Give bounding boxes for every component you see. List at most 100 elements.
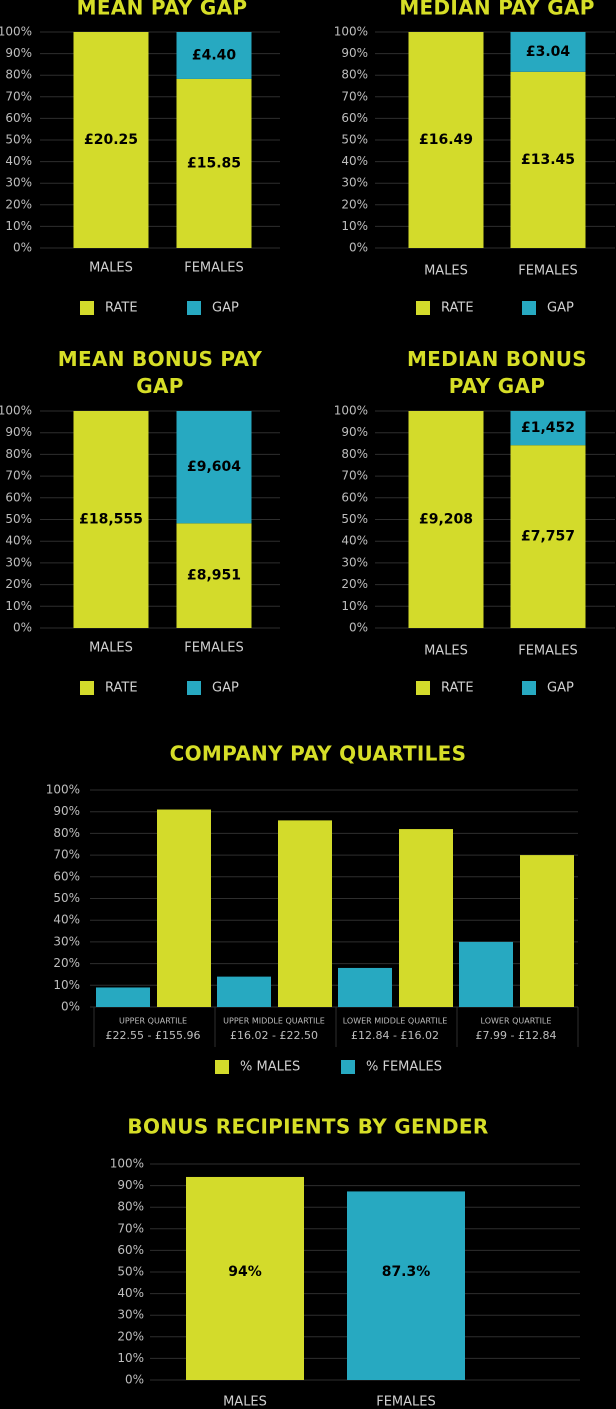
- x-tick-label: UPPER MIDDLE QUARTILE: [223, 1017, 325, 1026]
- bar-segment: [510, 32, 586, 72]
- y-tick-label: 80%: [5, 447, 32, 461]
- bar-segment: [408, 32, 484, 248]
- y-tick-label: 80%: [341, 68, 368, 82]
- y-tick-label: 90%: [341, 46, 368, 60]
- x-tick-label: FEMALES: [376, 1395, 436, 1409]
- y-tick-label: 80%: [5, 68, 32, 82]
- y-tick-label: 90%: [117, 1178, 144, 1192]
- y-tick-label: 30%: [117, 1308, 144, 1322]
- y-tick-label: 40%: [341, 534, 368, 548]
- legend-swatch: [215, 1060, 229, 1074]
- chart-title: MEAN PAY GAP: [76, 0, 248, 20]
- y-tick-label: 10%: [341, 599, 368, 613]
- legend-swatch: [80, 301, 94, 315]
- y-tick-label: 20%: [117, 1329, 144, 1343]
- legend-swatch: [187, 301, 201, 315]
- y-tick-label: 0%: [61, 1000, 80, 1014]
- legend-swatch: [522, 681, 536, 695]
- y-tick-label: 50%: [5, 512, 32, 526]
- y-tick-label: 40%: [5, 534, 32, 548]
- x-tick-label: MALES: [89, 641, 133, 656]
- bar-segment: [73, 411, 149, 628]
- bar: [347, 1191, 465, 1380]
- bar-segment: [176, 411, 252, 524]
- value-label: £20.25: [84, 132, 138, 148]
- y-tick-label: 50%: [53, 891, 80, 905]
- chart-title: COMPANY PAY QUARTILES: [169, 741, 467, 766]
- y-tick-label: 50%: [341, 512, 368, 526]
- y-tick-label: 10%: [53, 978, 80, 992]
- value-label: £16.49: [419, 132, 473, 148]
- legend-label: GAP: [547, 301, 574, 316]
- y-tick-label: 70%: [53, 848, 80, 862]
- y-tick-label: 30%: [341, 555, 368, 569]
- legend-swatch: [187, 681, 201, 695]
- legend-label: GAP: [212, 301, 239, 316]
- y-tick-label: 90%: [5, 425, 32, 439]
- y-tick-label: 40%: [341, 154, 368, 168]
- x-tick-label: FEMALES: [518, 264, 578, 279]
- bar-segment: [510, 445, 586, 628]
- value-label: £9,604: [187, 459, 241, 475]
- bar: [278, 820, 332, 1007]
- legend-swatch: [341, 1060, 355, 1074]
- y-tick-label: 90%: [341, 425, 368, 439]
- y-tick-label: 30%: [341, 176, 368, 190]
- y-tick-label: 20%: [53, 956, 80, 970]
- bar: [520, 855, 574, 1007]
- x-tick-sublabel: £12.84 - £16.02: [351, 1029, 439, 1042]
- y-tick-label: 100%: [110, 1157, 144, 1171]
- value-label: £9,208: [419, 512, 473, 528]
- x-tick-label: MALES: [424, 264, 468, 279]
- x-tick-label: MALES: [424, 644, 468, 659]
- y-tick-label: 100%: [46, 783, 80, 797]
- value-label: 94%: [228, 1264, 262, 1280]
- bar: [338, 967, 392, 1007]
- y-tick-label: 10%: [5, 219, 32, 233]
- y-tick-label: 60%: [341, 111, 368, 125]
- x-tick-label: LOWER MIDDLE QUARTILE: [343, 1017, 448, 1026]
- x-tick-label: UPPER QUARTILE: [119, 1017, 187, 1026]
- bar: [157, 809, 211, 1007]
- y-tick-label: 10%: [341, 219, 368, 233]
- y-tick-label: 70%: [5, 89, 32, 103]
- x-tick-label: LOWER QUARTILE: [481, 1017, 552, 1026]
- y-tick-label: 50%: [5, 133, 32, 147]
- bar: [217, 976, 271, 1007]
- y-tick-label: 40%: [117, 1286, 144, 1300]
- y-tick-label: 80%: [53, 826, 80, 840]
- y-tick-label: 30%: [5, 176, 32, 190]
- x-tick-label: MALES: [223, 1395, 267, 1409]
- y-tick-label: 20%: [341, 577, 368, 591]
- legend-label: GAP: [547, 681, 574, 696]
- value-label: 87.3%: [382, 1264, 431, 1280]
- chart-title: MEAN BONUS PAY GAP: [57, 347, 263, 398]
- bar: [399, 829, 453, 1007]
- bar-segment: [176, 32, 252, 79]
- y-tick-label: 0%: [13, 621, 32, 635]
- value-label: £1,452: [521, 420, 575, 436]
- y-tick-label: 0%: [349, 621, 368, 635]
- y-tick-label: 20%: [5, 577, 32, 591]
- y-tick-label: 100%: [0, 25, 32, 39]
- y-tick-label: 100%: [334, 25, 368, 39]
- value-label: £13.45: [521, 152, 575, 168]
- y-tick-label: 40%: [53, 913, 80, 927]
- legend-label: RATE: [441, 301, 474, 316]
- y-tick-label: 60%: [341, 490, 368, 504]
- y-tick-label: 40%: [5, 154, 32, 168]
- legend-label: % FEMALES: [366, 1060, 442, 1075]
- y-tick-label: 100%: [334, 404, 368, 418]
- y-tick-label: 50%: [341, 133, 368, 147]
- y-tick-label: 80%: [341, 447, 368, 461]
- bar: [96, 987, 150, 1007]
- bar-segment: [73, 32, 149, 248]
- chart-title: MEDIAN PAY GAP: [399, 0, 595, 20]
- y-tick-label: 90%: [53, 804, 80, 818]
- y-tick-label: 50%: [117, 1265, 144, 1279]
- y-tick-label: 70%: [117, 1221, 144, 1235]
- y-tick-label: 30%: [53, 934, 80, 948]
- y-tick-label: 0%: [349, 241, 368, 255]
